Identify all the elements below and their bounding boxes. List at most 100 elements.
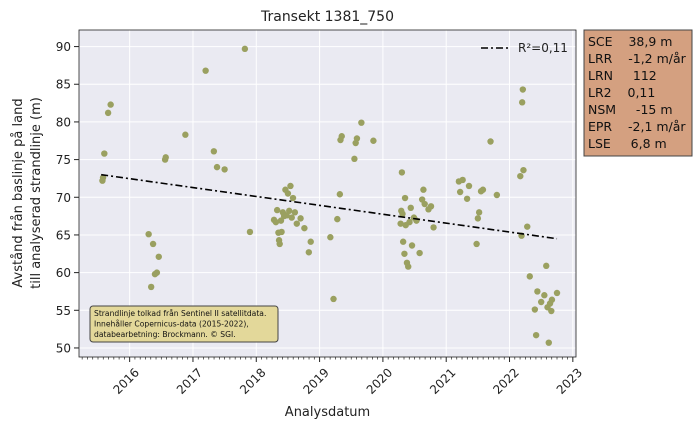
x-tick-label: 2017: [174, 365, 205, 396]
data-point: [104, 109, 112, 117]
y-tick-label: 65: [56, 228, 71, 242]
chart-title: Transekt 1381_750: [260, 9, 394, 25]
data-point: [162, 154, 169, 161]
data-point: [473, 240, 480, 248]
data-point: [145, 230, 152, 238]
data-point: [153, 269, 161, 276]
y-tick-label: 60: [56, 266, 71, 280]
trend-line: [101, 173, 558, 240]
data-point: [401, 250, 408, 257]
data-point: [465, 182, 473, 190]
note-box-background: [89, 305, 279, 343]
y-tick-label: 75: [56, 153, 71, 167]
y-axis-label-line1: Avstånd från baslinje på land: [11, 98, 26, 287]
x-tick-label: 2019: [300, 365, 331, 396]
data-point: [155, 253, 162, 260]
data-point: [474, 215, 482, 222]
data-point: [406, 218, 413, 226]
grid-lines: [79, 30, 576, 357]
data-point: [520, 166, 527, 174]
x-tick-label: 2020: [364, 365, 395, 396]
data-point: [463, 195, 471, 202]
data-point: [278, 228, 285, 236]
data-point: [358, 119, 365, 126]
plot-frame: [78, 29, 577, 358]
data-point: [213, 163, 221, 171]
data-point: [288, 214, 295, 221]
data-point: [487, 138, 494, 145]
data-point: [531, 306, 539, 313]
data-point: [307, 238, 314, 245]
stats-line: LRN 112: [588, 68, 657, 83]
y-tick-label: 90: [56, 40, 71, 54]
y-tick-label: 80: [56, 115, 71, 129]
y-tick-label: 70: [56, 191, 71, 205]
data-point: [479, 186, 487, 193]
data-point: [493, 191, 501, 199]
data-point: [287, 182, 294, 190]
data-point: [277, 217, 285, 224]
data-point: [399, 210, 406, 218]
data-point: [107, 101, 114, 108]
note-lines: Strandlinje tolkad från Sentinel II sate…: [94, 309, 266, 339]
data-point: [284, 190, 292, 197]
data-point: [526, 273, 533, 280]
data-point: [182, 131, 189, 138]
data-point: [149, 240, 157, 248]
data-point: [353, 135, 361, 142]
data-point: [421, 200, 428, 208]
x-minor-ticks: [81, 357, 568, 360]
data-point: [459, 176, 466, 184]
y-axis-ticks: 50 55 60 65 70 75 80 85 90: [56, 40, 79, 355]
legend: R²=0,11: [481, 41, 568, 55]
x-tick-label: 2018: [237, 365, 268, 396]
data-point: [289, 194, 297, 202]
stats-line: NSM -15 m: [588, 102, 673, 117]
data-point: [537, 298, 545, 306]
stats-line: SCE 38,9 m: [588, 34, 672, 49]
stats-line: LR2 0,11: [588, 85, 655, 100]
data-point: [541, 292, 548, 299]
data-point: [548, 296, 556, 303]
data-point: [408, 242, 416, 249]
stats-box-background: [583, 29, 693, 157]
stats-line: LSE 6,8 m: [588, 136, 667, 151]
data-point: [276, 240, 283, 248]
data-point: [272, 218, 280, 226]
data-point: [519, 86, 527, 93]
data-point: [101, 150, 108, 157]
data-point: [524, 223, 531, 230]
stats-box: SCE 38,9 m LRR -1,2 m/år LRN 112 LR2 0,11 NS…: [583, 29, 693, 157]
legend-entry: R²=0,11: [518, 41, 568, 55]
data-point: [221, 166, 228, 173]
data-point: [305, 249, 313, 256]
data-point: [397, 220, 404, 227]
y-axis-label-line2: till analyserad strandlinje (m): [29, 97, 44, 289]
data-point: [398, 169, 406, 176]
y-tick-label: 50: [56, 341, 71, 355]
data-point: [351, 155, 358, 163]
data-point: [327, 234, 334, 241]
data-point: [202, 67, 209, 74]
x-axis-ticks: 2016 2017 2018 2019 2020 2021 2022 2023: [110, 357, 585, 397]
note-line: Strandlinje tolkad från Sentinel II sate…: [94, 309, 266, 318]
data-point: [291, 209, 299, 216]
data-points: [99, 45, 561, 346]
data-point: [338, 133, 345, 140]
note-line: databearbetning: Brockmann. © SGI.: [94, 330, 236, 339]
data-point: [475, 209, 483, 216]
data-point: [427, 203, 435, 210]
data-point: [543, 262, 550, 270]
data-point: [293, 220, 300, 227]
data-point: [246, 228, 254, 236]
stats-lines: SCE 38,9 m LRR -1,2 m/år LRN 112 LR2 0,11 NS…: [588, 34, 687, 151]
data-point: [548, 307, 555, 315]
data-point: [534, 288, 541, 295]
data-point: [330, 295, 337, 303]
data-point: [297, 215, 304, 222]
data-point: [401, 194, 409, 202]
data-point: [553, 289, 561, 297]
data-point: [399, 238, 407, 245]
y-tick-label: 85: [56, 78, 71, 92]
